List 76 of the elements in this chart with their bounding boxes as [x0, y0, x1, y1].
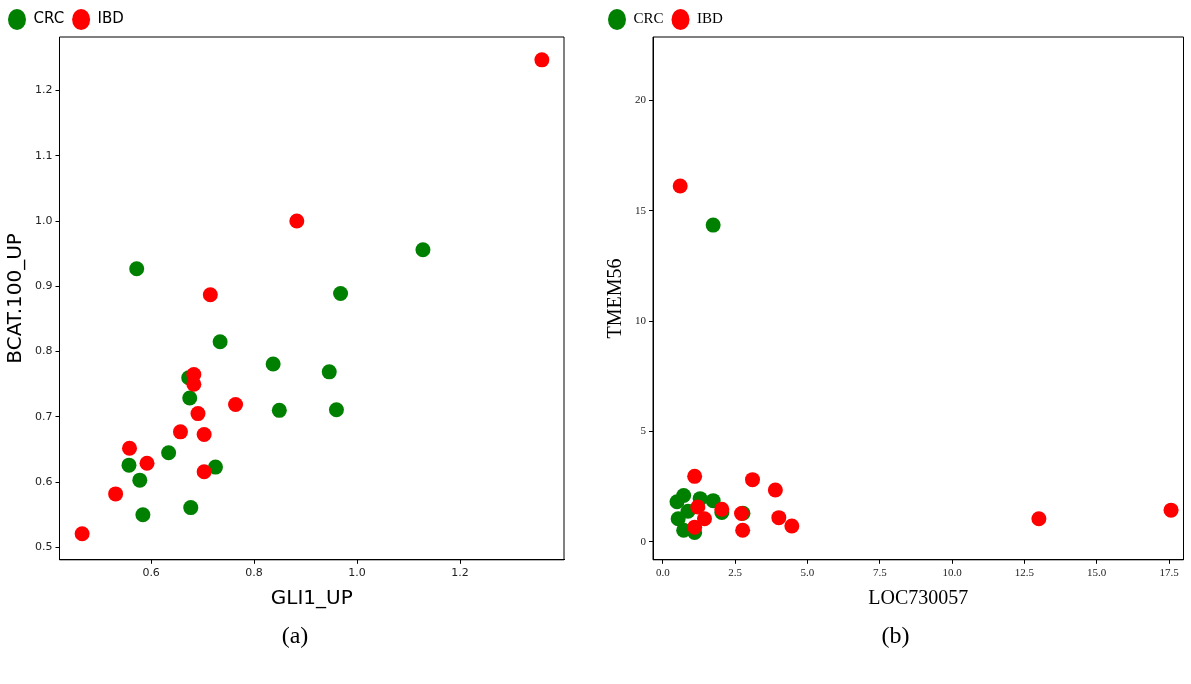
x-tick-label: 1.2	[451, 566, 469, 580]
point	[690, 499, 706, 515]
y-tick-label: 0	[640, 534, 647, 547]
x-tick-label: 1.0	[348, 566, 366, 580]
legend-label: CRC	[633, 10, 664, 27]
y-axis-title: BCAT.100_UP	[2, 233, 27, 364]
x-axis-title: GLI1_UP	[270, 585, 353, 610]
y-tick-label: 15	[635, 203, 647, 216]
x-tick-label: 12.5	[1014, 566, 1035, 579]
point	[333, 286, 349, 302]
y-tick-label: 10	[635, 314, 647, 327]
point	[122, 440, 138, 456]
point	[321, 364, 337, 380]
y-tick-label: 1.0	[34, 213, 53, 227]
point	[696, 511, 712, 527]
point	[672, 178, 688, 194]
y-tick-label: 1.1	[34, 148, 53, 162]
point	[415, 242, 431, 258]
point	[108, 486, 124, 502]
point	[74, 526, 90, 542]
y-tick-label: 0.9	[34, 279, 53, 293]
point	[714, 501, 730, 517]
text: (a)	[280, 622, 310, 649]
y-tick-label: 0.8	[34, 344, 53, 358]
y-tick-label: 1.2	[34, 83, 53, 97]
point	[139, 455, 155, 471]
point	[196, 464, 212, 480]
point	[135, 507, 151, 523]
point	[228, 396, 244, 412]
point	[121, 457, 137, 473]
x-tick-label: 17.5	[1159, 566, 1180, 579]
point	[132, 472, 148, 488]
x-tick-label: 0.8	[245, 566, 263, 580]
y-axis-title: TMEM56	[603, 258, 626, 339]
point	[196, 426, 212, 442]
point	[771, 510, 787, 526]
legend-label: IBD	[97, 9, 124, 28]
x-tick-label: 7.5	[872, 566, 888, 579]
point	[784, 518, 800, 534]
point	[735, 522, 751, 538]
point	[669, 494, 685, 510]
point	[1163, 502, 1179, 518]
point	[129, 261, 145, 277]
point	[183, 500, 199, 516]
y-tick-label: 20	[635, 93, 647, 106]
x-axis-title: LOC730057	[868, 586, 969, 609]
point	[190, 406, 206, 422]
point	[202, 287, 218, 303]
x-tick-label: 0.6	[142, 566, 160, 580]
point	[289, 213, 305, 229]
y-tick-label: 0.5	[34, 540, 53, 554]
point	[534, 52, 550, 68]
point	[1031, 511, 1047, 527]
x-tick-label: 5.0	[800, 566, 815, 579]
point	[745, 472, 761, 488]
legend-label: CRC	[33, 9, 65, 28]
legend-label: IBD	[697, 10, 724, 27]
x-tick-label: 15.0	[1087, 566, 1107, 579]
point	[328, 402, 344, 418]
x-tick-label: 2.5	[728, 566, 743, 579]
text: (b)	[880, 622, 911, 649]
point	[161, 445, 177, 461]
point	[687, 468, 703, 484]
point	[265, 356, 281, 372]
y-tick-label: 5	[640, 424, 647, 437]
point	[182, 390, 198, 406]
point	[705, 217, 721, 233]
y-tick-label: 0.7	[34, 409, 53, 423]
point	[212, 334, 228, 350]
x-tick-label: 10.0	[942, 566, 963, 579]
point	[172, 424, 188, 440]
point	[271, 402, 287, 418]
point	[767, 482, 783, 498]
point	[687, 519, 703, 535]
x-tick-label: 0.0	[655, 566, 671, 579]
y-tick-label: 0.6	[34, 474, 53, 488]
